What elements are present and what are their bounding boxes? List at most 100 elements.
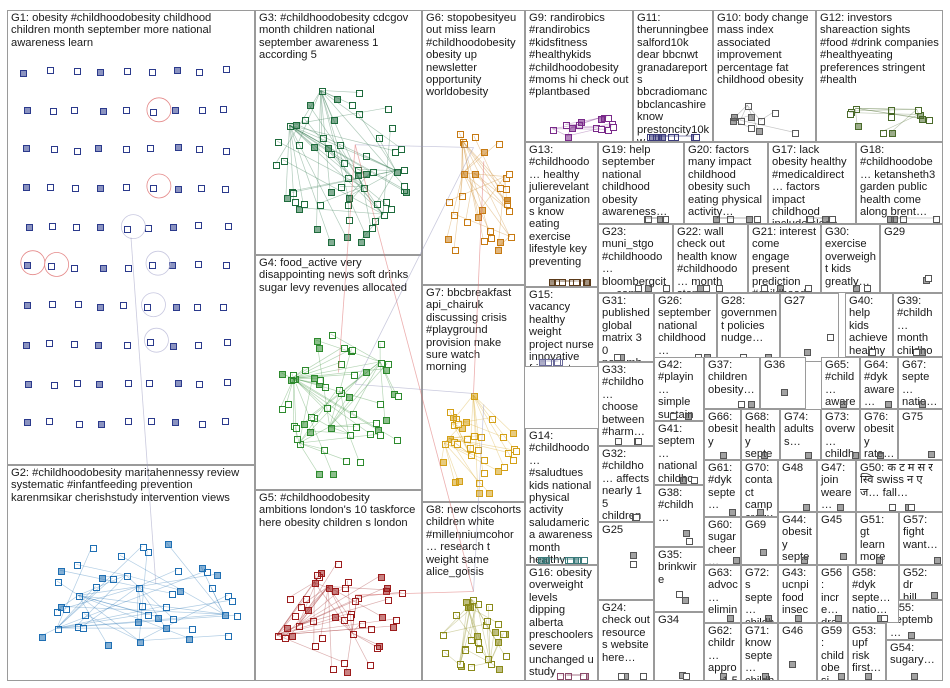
node[interactable] (369, 168, 377, 176)
group-g33[interactable]: G33: #childho… choose between #harm… (598, 362, 654, 446)
node[interactable] (510, 456, 518, 464)
node[interactable] (311, 642, 319, 650)
node[interactable] (835, 615, 843, 622)
node[interactable] (307, 414, 315, 422)
node[interactable] (228, 598, 236, 606)
node[interactable] (338, 184, 346, 192)
node[interactable] (70, 107, 78, 115)
node[interactable] (188, 626, 196, 634)
node[interactable] (199, 564, 207, 572)
node[interactable] (80, 624, 88, 632)
node[interactable] (50, 381, 58, 389)
node[interactable] (124, 68, 132, 76)
node[interactable] (362, 153, 370, 161)
group-g48[interactable]: G48 (778, 460, 817, 512)
node[interactable] (837, 673, 845, 680)
node[interactable] (223, 379, 231, 387)
node[interactable] (887, 107, 895, 115)
node[interactable] (174, 185, 182, 193)
node[interactable] (328, 189, 335, 197)
node[interactable] (24, 107, 32, 115)
group-g14[interactable]: G14: #childhoodo… #saludtues kids nation… (525, 428, 598, 565)
node[interactable] (123, 107, 131, 115)
group-g13[interactable]: G13: #childhoodo… healthy julierevelant … (525, 142, 598, 287)
node[interactable] (314, 225, 322, 233)
node[interactable] (222, 612, 230, 620)
group-g53[interactable]: G53: upf risk first… (848, 623, 886, 681)
node[interactable] (566, 557, 574, 564)
node[interactable] (864, 673, 872, 680)
node[interactable] (325, 144, 333, 152)
node[interactable] (492, 628, 500, 636)
node[interactable] (837, 504, 845, 511)
node[interactable] (506, 171, 514, 179)
node[interactable] (123, 184, 131, 192)
node[interactable] (366, 430, 374, 438)
node[interactable] (274, 633, 282, 641)
node[interactable] (453, 611, 461, 619)
node[interactable] (933, 216, 941, 223)
node[interactable] (494, 246, 502, 254)
node[interactable] (173, 303, 181, 311)
node[interactable] (233, 613, 241, 621)
node[interactable] (461, 170, 469, 178)
node[interactable] (760, 452, 768, 459)
node[interactable] (747, 125, 755, 133)
node[interactable] (346, 393, 354, 401)
node[interactable] (302, 116, 310, 124)
node[interactable] (633, 514, 641, 521)
node[interactable] (703, 285, 711, 292)
node[interactable] (123, 573, 131, 581)
node[interactable] (372, 420, 380, 428)
node[interactable] (580, 557, 588, 564)
node[interactable] (394, 393, 402, 401)
node[interactable] (463, 418, 471, 426)
node[interactable] (380, 212, 388, 220)
node[interactable] (331, 613, 339, 621)
node[interactable] (605, 114, 613, 122)
node[interactable] (164, 540, 172, 548)
node[interactable] (328, 239, 336, 247)
node[interactable] (715, 285, 723, 292)
node[interactable] (275, 139, 283, 147)
node[interactable] (346, 431, 354, 439)
node[interactable] (317, 376, 325, 384)
node[interactable] (455, 421, 463, 429)
node[interactable] (96, 185, 104, 193)
node[interactable] (24, 302, 32, 310)
node[interactable] (382, 198, 390, 206)
node[interactable] (728, 509, 736, 516)
node[interactable] (485, 656, 493, 664)
group-g67[interactable]: G67: septe… natio… (898, 357, 943, 409)
group-g39[interactable]: G39: #childh… month childho… (893, 293, 943, 357)
node[interactable] (389, 624, 397, 632)
node[interactable] (509, 429, 517, 437)
group-g58[interactable]: G58: #dyk septe… natio… (848, 565, 899, 623)
node[interactable] (125, 417, 133, 425)
node[interactable] (318, 88, 326, 96)
node[interactable] (828, 216, 836, 223)
node[interactable] (100, 107, 108, 115)
node[interactable] (198, 185, 206, 193)
node[interactable] (318, 570, 326, 578)
node[interactable] (648, 134, 656, 141)
node[interactable] (148, 417, 156, 425)
node[interactable] (738, 118, 746, 126)
node[interactable] (502, 653, 510, 661)
group-g28[interactable]: G28: government policies nudge… (717, 293, 780, 362)
node[interactable] (442, 440, 450, 448)
node[interactable] (145, 379, 153, 387)
node[interactable] (338, 360, 346, 368)
node[interactable] (383, 366, 391, 374)
node[interactable] (376, 134, 384, 142)
node[interactable] (362, 231, 370, 239)
node[interactable] (656, 216, 664, 223)
node[interactable] (110, 576, 118, 584)
node[interactable] (355, 172, 363, 180)
node[interactable] (310, 618, 318, 626)
group-g16[interactable]: G16: obesity overweight levels dipping a… (525, 565, 598, 681)
node[interactable] (105, 642, 113, 650)
node[interactable] (70, 264, 78, 272)
node[interactable] (138, 602, 146, 610)
group-g15[interactable]: G15: vacancy healthy weight project nurs… (525, 287, 598, 367)
